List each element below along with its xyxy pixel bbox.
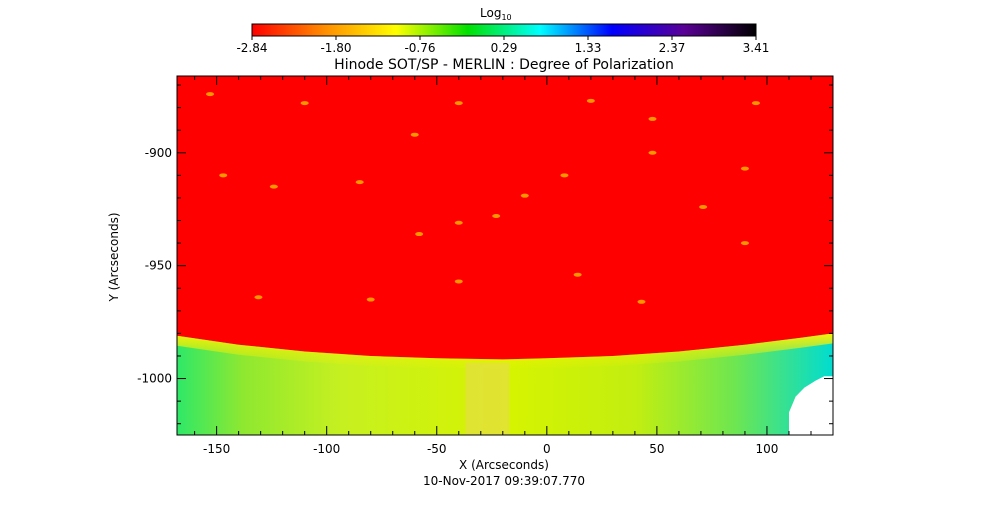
bright-point xyxy=(300,101,309,106)
bright-point xyxy=(454,101,463,106)
bright-point xyxy=(740,166,749,171)
bright-point xyxy=(648,150,657,155)
bright-point xyxy=(355,180,364,185)
colorbar-label: Log10 xyxy=(480,6,512,22)
x-tick-label: -50 xyxy=(427,442,447,456)
bright-point xyxy=(699,204,708,209)
x-tick-label: 100 xyxy=(756,442,779,456)
bright-point xyxy=(492,213,501,218)
colorbar-ticks: -2.84 -1.80 -0.76 0.29 1.33 2.37 3.41 xyxy=(236,36,769,55)
colorbar-tick-label: 2.37 xyxy=(659,41,686,55)
x-tick-label: 50 xyxy=(649,442,664,456)
timestamp-annotation: 10-Nov-2017 09:39:07.770 xyxy=(423,474,585,488)
bright-point xyxy=(454,279,463,284)
plot-frame xyxy=(176,75,834,436)
bright-point xyxy=(751,101,760,106)
axis-ticks: -150 -100 -50 0 50 100 -900 -950 -1000 xyxy=(137,76,834,456)
bright-point xyxy=(637,299,646,304)
bright-point xyxy=(586,98,595,103)
bright-point xyxy=(573,272,582,277)
speckle-layer xyxy=(206,92,760,304)
bright-point xyxy=(454,220,463,225)
colorbar-tick-label: -0.76 xyxy=(404,41,435,55)
colorbar-tick-label: -1.80 xyxy=(320,41,351,55)
vertical-stripe xyxy=(465,362,510,435)
x-tick-label: 0 xyxy=(543,442,551,456)
bright-point xyxy=(254,295,263,300)
colorbar-tick-label: 3.41 xyxy=(743,41,770,55)
y-tick-label: -950 xyxy=(145,259,172,273)
colorbar-tick-label: -2.84 xyxy=(236,41,267,55)
bright-point xyxy=(648,116,657,121)
colorbar-tick-label: 0.29 xyxy=(491,41,518,55)
y-tick-label: -900 xyxy=(145,146,172,160)
colorbar-gradient xyxy=(251,23,757,37)
y-tick-label: -1000 xyxy=(137,372,172,386)
bright-point xyxy=(219,173,228,178)
x-axis-label: X (Arcseconds) xyxy=(459,458,549,472)
bright-point xyxy=(415,232,424,237)
limb-band xyxy=(177,333,833,370)
chart-title: Hinode SOT/SP - MERLIN : Degree of Polar… xyxy=(334,57,674,73)
y-axis-label: Y (Arcseconds) xyxy=(107,212,121,302)
x-tick-label: -100 xyxy=(313,442,340,456)
bright-point xyxy=(560,173,569,178)
bright-point xyxy=(410,132,419,137)
bright-point xyxy=(366,297,375,302)
bright-point xyxy=(269,184,278,189)
bright-point xyxy=(206,92,215,97)
colorbar-tick-label: 1.33 xyxy=(575,41,602,55)
colorbar: Log10 -2.84 -1.80 -0.76 0.29 1.33 2.37 3.41 xyxy=(236,6,769,55)
bright-point xyxy=(520,193,529,198)
bright-point xyxy=(740,241,749,246)
x-tick-label: -150 xyxy=(203,442,230,456)
plot-area: -150 -100 -50 0 50 100 -900 -950 -1000 xyxy=(137,75,834,456)
saturated-region xyxy=(789,376,833,435)
